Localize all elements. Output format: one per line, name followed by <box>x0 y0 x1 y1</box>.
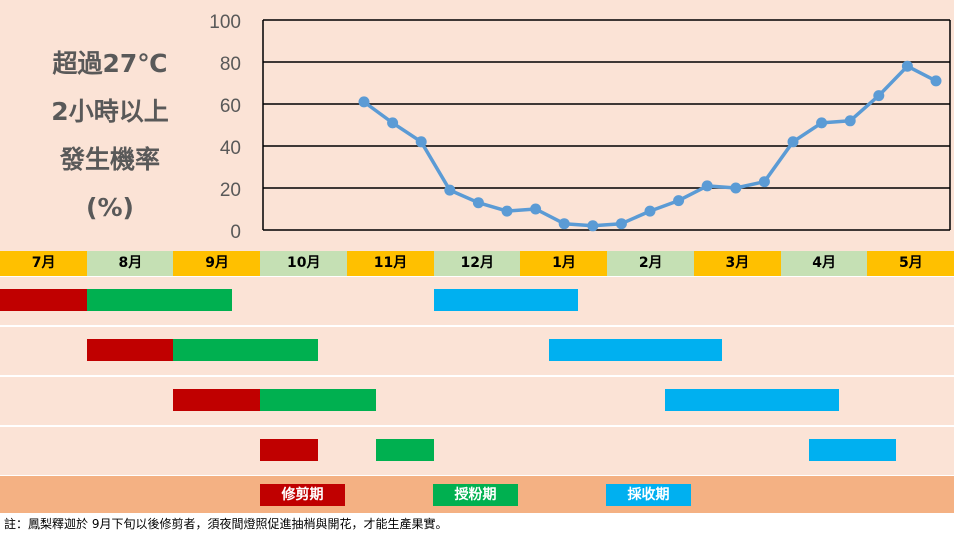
data-point <box>758 176 770 188</box>
pruning-bar <box>86 339 174 361</box>
month-label: 9月 <box>173 251 261 276</box>
month-label: 12月 <box>433 251 521 276</box>
schedule-row <box>0 327 954 375</box>
legend-item: 採收期 <box>606 484 691 506</box>
data-point <box>787 136 799 148</box>
month-label: 7月 <box>0 251 88 276</box>
month-label: 5月 <box>867 251 954 276</box>
data-point <box>558 218 570 230</box>
pruning-bar <box>173 389 261 411</box>
pruning-bar <box>260 439 319 461</box>
pollination-bar <box>375 439 434 461</box>
data-point <box>615 218 627 230</box>
month-label: 11月 <box>346 251 435 276</box>
data-point <box>901 60 913 72</box>
data-point <box>587 220 599 232</box>
harvest-bar <box>548 339 723 361</box>
month-label: 2月 <box>607 251 695 276</box>
data-point <box>701 180 713 192</box>
data-point <box>673 195 685 207</box>
month-label: 10月 <box>260 251 348 276</box>
y-axis-label: 超過27℃ 2小時以上 發生機率 (%) <box>40 40 180 232</box>
legend: 修剪期 授粉期 採收期 <box>0 476 954 513</box>
y-axis-label-line: 發生機率 <box>59 145 160 174</box>
month-label: 3月 <box>693 251 782 276</box>
data-point <box>930 75 942 87</box>
footnote: 註：鳳梨釋迦於 9月下旬以後修剪者，須夜間燈照促進抽梢與開花，才能生產果實。 <box>4 517 448 531</box>
data-point <box>472 197 484 209</box>
y-axis-label-line: 2小時以上 <box>51 97 169 126</box>
month-axis: 7月 8月 9月 10月 11月 12月 1月 2月 3月 4月 5月 <box>0 251 954 276</box>
y-tick-label: 100 <box>209 12 241 33</box>
harvest-bar <box>665 389 839 411</box>
data-point <box>844 115 856 127</box>
y-tick-label: 20 <box>220 180 241 201</box>
month-label: 4月 <box>780 251 868 276</box>
harvest-bar <box>809 439 896 461</box>
data-point <box>644 205 656 217</box>
y-axis-label-line: (%) <box>86 193 134 222</box>
data-point <box>358 96 370 108</box>
y-tick-label: 0 <box>230 222 241 243</box>
schedule-row <box>0 427 954 475</box>
harvest-bar <box>433 289 579 311</box>
y-tick-label: 40 <box>220 138 241 159</box>
data-point <box>730 182 742 194</box>
data-point <box>444 184 456 196</box>
legend-item: 修剪期 <box>260 484 345 506</box>
chart-area: 超過27℃ 2小時以上 發生機率 (%) 0 20 40 60 80 100 <box>0 0 954 251</box>
data-point <box>415 136 427 148</box>
data-point <box>501 205 513 217</box>
y-tick-label: 80 <box>220 54 241 75</box>
y-axis-label-line: 超過27℃ <box>52 49 168 78</box>
data-point <box>530 203 542 215</box>
data-point <box>816 117 828 129</box>
line-chart: 0 20 40 60 80 100 <box>209 12 951 243</box>
month-label: 1月 <box>520 251 608 276</box>
pruning-bar <box>0 289 87 311</box>
data-point <box>387 117 399 129</box>
y-tick-label: 60 <box>220 96 241 117</box>
schedule-row <box>0 377 954 425</box>
month-label: 8月 <box>86 251 174 276</box>
data-point <box>873 90 885 102</box>
schedule-row <box>0 277 954 325</box>
pollination-bar <box>173 339 319 361</box>
legend-item: 授粉期 <box>433 484 518 506</box>
pollination-bar <box>86 289 232 311</box>
pollination-bar <box>260 389 376 411</box>
